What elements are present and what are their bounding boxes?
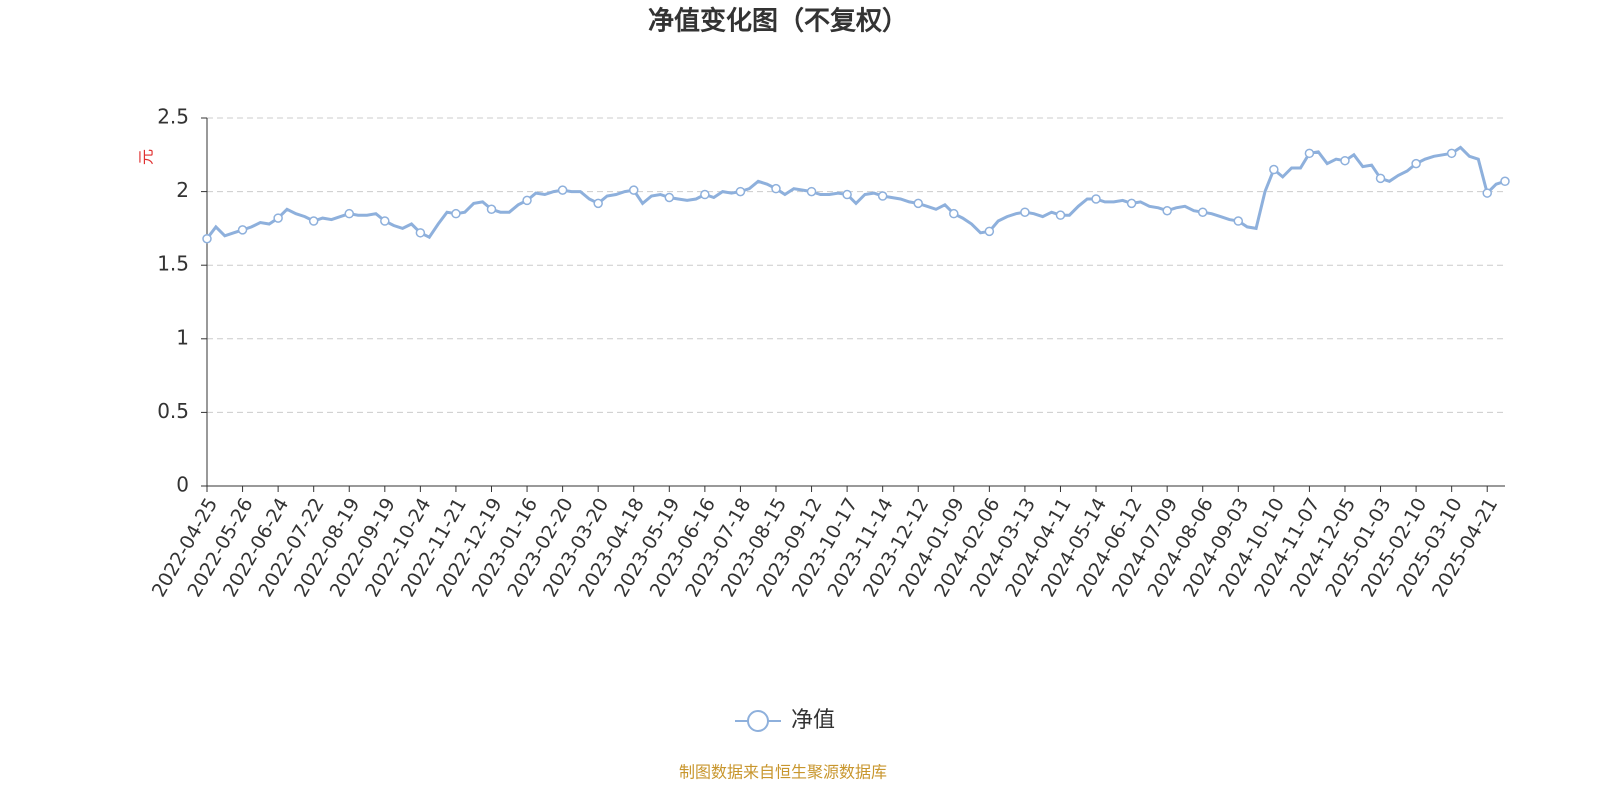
point-marker — [1304, 148, 1315, 159]
point-marker — [664, 192, 675, 203]
point-marker — [1482, 188, 1492, 198]
point-marker — [237, 225, 248, 235]
point-marker — [308, 216, 319, 226]
source-note: 制图数据来自恒生聚源数据库 — [679, 763, 887, 782]
legend-marker — [747, 710, 769, 732]
series-line — [205, 145, 1506, 240]
point-marker — [842, 189, 852, 200]
point-marker — [1411, 158, 1421, 169]
point-marker — [771, 183, 781, 194]
point-marker — [557, 185, 568, 195]
point-marker — [202, 233, 212, 244]
point-marker — [700, 189, 710, 200]
point-marker — [1500, 176, 1510, 187]
point-marker — [1126, 198, 1137, 209]
point-marker — [877, 191, 888, 201]
y-tick-label: 0.5 — [157, 399, 189, 423]
point-marker — [344, 208, 354, 219]
y-tick-label: 2.5 — [157, 105, 189, 129]
point-marker — [1055, 210, 1066, 220]
point-marker — [1446, 148, 1457, 159]
point-marker — [1340, 155, 1350, 166]
point-marker — [522, 195, 532, 206]
point-marker — [1197, 207, 1208, 217]
point-marker — [1233, 216, 1244, 226]
point-marker — [735, 186, 746, 197]
point-marker — [1091, 194, 1101, 204]
point-marker — [486, 204, 497, 215]
point-marker — [1375, 173, 1386, 184]
point-marker — [273, 213, 283, 223]
point-marker — [984, 226, 995, 237]
y-tick-label: 1 — [176, 325, 189, 349]
legend-label: 净值 — [791, 708, 835, 733]
point-marker — [913, 198, 923, 209]
point-marker — [1020, 207, 1030, 217]
point-marker — [806, 186, 817, 197]
point-marker — [1269, 164, 1279, 175]
point-marker — [451, 208, 461, 219]
point-marker — [949, 208, 959, 219]
point-marker — [593, 198, 603, 209]
chart-title: 净值变化图（不复权） — [648, 6, 908, 37]
point-marker — [628, 185, 639, 195]
point-marker — [380, 216, 390, 226]
y-tick-label: 1.5 — [157, 252, 189, 276]
point-marker — [1162, 205, 1172, 216]
y-tick-label: 2 — [176, 178, 189, 202]
y-axis-label: 元 — [137, 149, 156, 165]
point-marker — [415, 228, 426, 238]
y-tick-label: 0 — [176, 473, 189, 497]
